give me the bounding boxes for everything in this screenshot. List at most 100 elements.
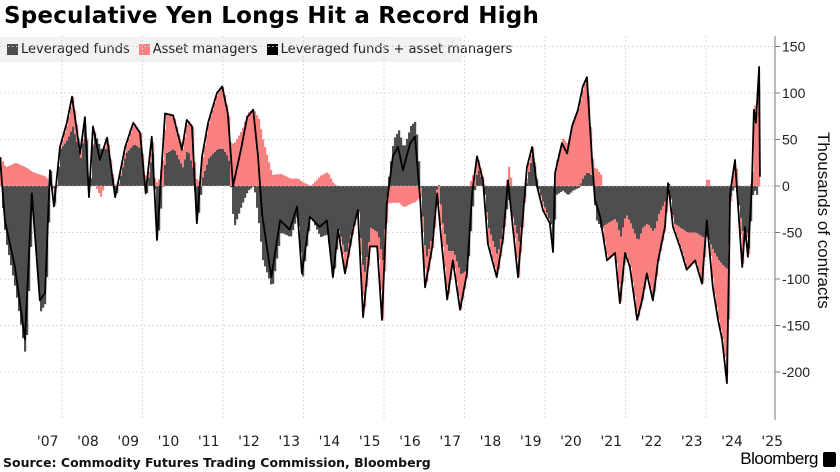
leveraged-funds-bar xyxy=(372,186,375,230)
leveraged-funds-bar xyxy=(320,186,323,237)
leveraged-funds-bar xyxy=(170,150,173,186)
leveraged-funds-bar xyxy=(212,153,215,186)
leveraged-funds-bar xyxy=(630,186,633,224)
leveraged-funds-bar xyxy=(178,159,181,186)
leveraged-funds-bar xyxy=(282,186,285,234)
leveraged-funds-bar xyxy=(324,186,327,236)
leveraged-funds-bar xyxy=(602,186,605,227)
leveraged-funds-bar xyxy=(108,154,111,186)
x-tick-label: '19 xyxy=(520,434,542,450)
leveraged-funds-bar xyxy=(626,186,629,216)
leveraged-funds-bar xyxy=(344,186,347,253)
leveraged-funds-bar xyxy=(332,186,335,273)
asset-managers-bar xyxy=(120,172,123,176)
asset-managers-bar xyxy=(370,227,373,247)
leveraged-funds-bar xyxy=(566,186,569,195)
leveraged-funds-bar xyxy=(724,186,727,267)
leveraged-funds-bar xyxy=(590,174,593,186)
asset-managers-bar xyxy=(656,221,659,277)
asset-managers-bar xyxy=(10,165,13,186)
leveraged-funds-bar xyxy=(640,186,643,234)
asset-managers-bar xyxy=(612,220,615,256)
leveraged-funds-bar xyxy=(60,148,63,186)
leveraged-funds-bar xyxy=(674,186,677,224)
leveraged-funds-bar xyxy=(36,186,39,262)
leveraged-funds-bar xyxy=(114,186,117,191)
asset-managers-bar xyxy=(328,174,331,186)
leveraged-funds-bar xyxy=(516,186,519,234)
leveraged-funds-bar xyxy=(338,186,341,231)
leveraged-funds-bar xyxy=(44,186,47,305)
leveraged-funds-bar xyxy=(622,186,625,228)
asset-managers-bar xyxy=(196,179,199,186)
leveraged-funds-bar xyxy=(326,186,329,235)
leveraged-funds-bar xyxy=(462,186,465,274)
y-tick-label: -150 xyxy=(782,318,810,334)
leveraged-funds-bar xyxy=(550,186,553,225)
leveraged-funds-bar xyxy=(8,186,11,256)
leveraged-funds-bar xyxy=(78,149,81,186)
leveraged-funds-bar xyxy=(444,186,447,235)
asset-managers-bar xyxy=(450,251,453,280)
leveraged-funds-bar xyxy=(104,148,107,186)
asset-managers-bar xyxy=(30,170,33,186)
asset-managers-bar xyxy=(594,167,597,186)
asset-managers-bar xyxy=(176,126,179,155)
asset-managers-bar xyxy=(696,233,699,264)
asset-managers-bar xyxy=(26,168,29,186)
asset-managers-bar xyxy=(46,178,49,186)
leveraged-funds-bar xyxy=(504,186,507,219)
leveraged-funds-bar xyxy=(744,186,747,227)
asset-managers-bar xyxy=(254,111,257,186)
leveraged-funds-bar xyxy=(576,186,579,189)
leveraged-funds-bar xyxy=(24,186,27,352)
asset-managers-bar xyxy=(304,183,307,186)
asset-managers-bar xyxy=(134,123,137,145)
asset-managers-bar xyxy=(630,223,633,268)
asset-managers-bar xyxy=(296,178,299,186)
leveraged-funds-bar xyxy=(56,184,59,186)
leveraged-funds-bar xyxy=(522,186,525,213)
asset-managers-bar xyxy=(672,215,675,219)
asset-managers-bar xyxy=(404,186,407,207)
asset-managers-bar xyxy=(516,233,519,258)
leveraged-funds-bar xyxy=(556,186,559,195)
asset-managers-bar xyxy=(216,96,219,150)
asset-managers-bar xyxy=(294,178,297,186)
asset-managers-bar xyxy=(68,116,71,137)
leveraged-funds-bar xyxy=(618,186,621,231)
leveraged-funds-bar xyxy=(408,132,411,186)
asset-managers-bar xyxy=(574,117,577,186)
asset-managers-bar xyxy=(636,238,639,312)
asset-managers-bar xyxy=(458,267,461,296)
leveraged-funds-bar xyxy=(98,143,101,186)
asset-managers-bar xyxy=(572,121,575,186)
asset-managers-bar xyxy=(56,186,59,188)
leveraged-funds-bar xyxy=(418,161,421,186)
leveraged-funds-bar xyxy=(734,186,737,188)
asset-managers-bar xyxy=(342,244,345,255)
asset-managers-bar xyxy=(754,105,757,186)
asset-managers-bar xyxy=(476,163,479,175)
asset-managers-bar xyxy=(86,138,89,141)
leveraged-funds-bar xyxy=(228,160,231,186)
leveraged-funds-bar xyxy=(292,186,295,231)
leveraged-funds-bar xyxy=(588,173,591,186)
asset-managers-bar xyxy=(172,115,175,150)
leveraged-funds-bar xyxy=(202,177,205,186)
asset-managers-bar xyxy=(138,129,141,148)
asset-managers-bar xyxy=(528,162,531,172)
leveraged-funds-bar xyxy=(678,186,681,227)
asset-managers-bar xyxy=(474,174,477,186)
asset-managers-bar xyxy=(72,96,75,127)
asset-managers-bar xyxy=(268,162,271,186)
asset-managers-bar xyxy=(324,173,327,186)
asset-managers-bar xyxy=(290,178,293,186)
asset-managers-bar xyxy=(40,174,43,186)
leveraged-funds-bar xyxy=(466,186,469,271)
leveraged-funds-bar xyxy=(452,186,455,252)
leveraged-funds-bar xyxy=(352,186,355,228)
asset-managers-bar xyxy=(496,253,499,275)
leveraged-funds-bar xyxy=(26,186,29,336)
leveraged-funds-bar xyxy=(14,186,17,286)
